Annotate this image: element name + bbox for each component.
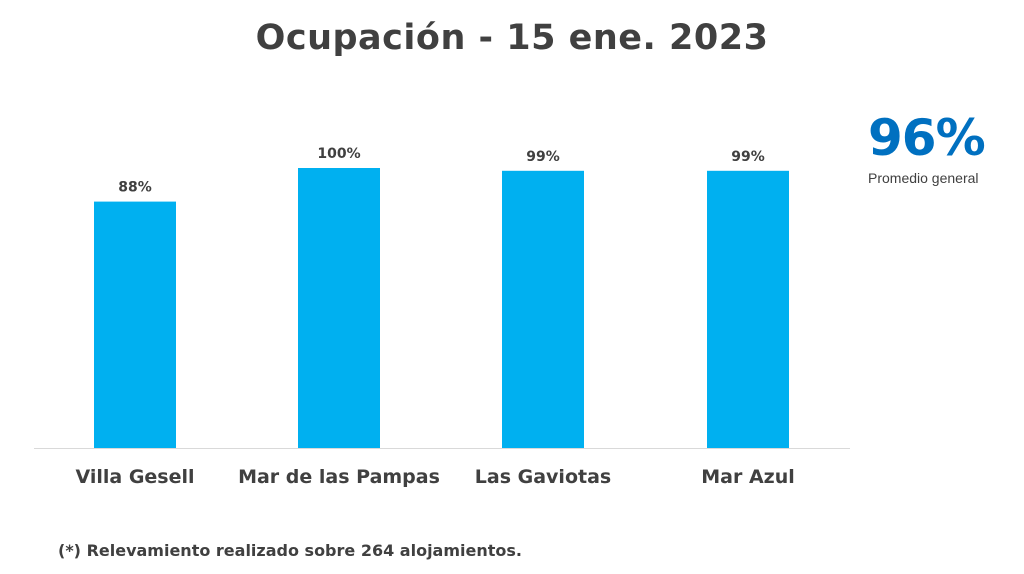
category-label-1: Villa Gesell (75, 466, 194, 488)
category-labels-group: Villa Gesell Mar de las Pampas Las Gaviota… (75, 466, 794, 488)
average-label: Promedio general (868, 170, 979, 186)
bar-2 (298, 168, 380, 448)
category-label-3: Las Gaviotas (475, 466, 611, 488)
bar-4 (707, 170, 789, 449)
chart-title: Ocupación - 15 ene. 2023 (255, 18, 769, 58)
data-label-2: 100% (317, 146, 360, 162)
category-label-2: Mar de las Pampas (238, 466, 440, 488)
data-label-4: 99% (731, 149, 765, 165)
footnote: (*) Relevamiento realizado sobre 264 alo… (58, 541, 522, 560)
bar-labels-group: 88% 100% 99% 99% (118, 146, 765, 196)
data-label-3: 99% (526, 149, 560, 165)
bars-group (94, 168, 789, 449)
average-summary: 96% Promedio general (868, 108, 1018, 186)
bar-1 (94, 201, 176, 448)
data-label-1: 88% (118, 180, 152, 196)
bar-3 (502, 170, 584, 449)
category-label-4: Mar Azul (701, 466, 795, 488)
average-value: 96% (868, 109, 986, 167)
